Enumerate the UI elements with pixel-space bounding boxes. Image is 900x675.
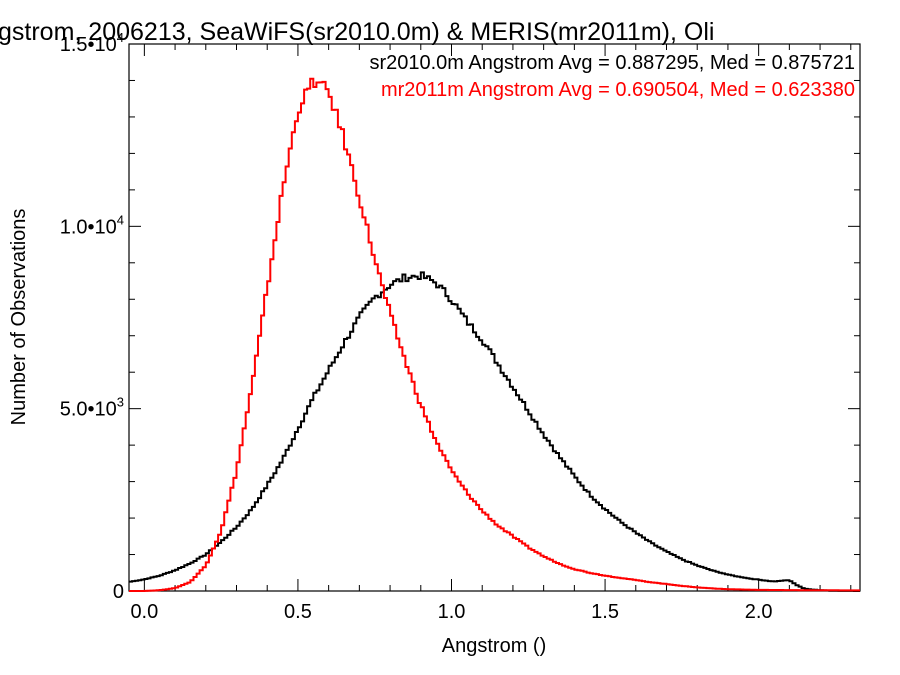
series-annotation: sr2010.0m Angstrom Avg = 0.887295, Med =… — [369, 52, 855, 74]
x-tick-label: 0.5 — [284, 601, 312, 623]
x-tick-label: 2.0 — [745, 601, 773, 623]
histogram-series-mr2011m — [129, 77, 860, 592]
y-tick-label: 1.0•104 — [60, 212, 124, 238]
y-tick-label: 1.5•104 — [60, 30, 124, 56]
histogram-series-sr2010.0m — [129, 271, 860, 592]
x-tick-label: 0.0 — [130, 601, 158, 623]
x-tick-label: 1.0 — [438, 601, 466, 623]
y-axis-label: Number of Observations — [8, 209, 30, 426]
x-tick-label: 1.5 — [591, 601, 619, 623]
series-annotation: mr2011m Angstrom Avg = 0.690504, Med = 0… — [381, 79, 855, 101]
chart-title: gstrom, 2006213, SeaWiFS(sr2010.0m) & ME… — [0, 18, 714, 46]
y-tick-label: 0 — [113, 581, 124, 603]
x-axis-label: Angstrom () — [442, 635, 546, 657]
plot-area-frame — [128, 43, 861, 592]
y-tick-label: 5.0•103 — [60, 395, 124, 421]
